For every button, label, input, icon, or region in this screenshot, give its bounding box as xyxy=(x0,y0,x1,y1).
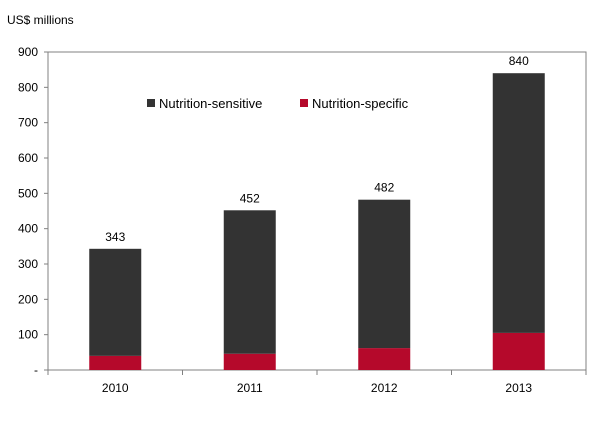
y-tick-label: 900 xyxy=(18,45,38,59)
x-tick-label: 2010 xyxy=(102,381,129,395)
legend-swatch-nutrition-specific xyxy=(300,99,308,107)
y-tick-label: 200 xyxy=(18,292,38,306)
total-label-2010: 343 xyxy=(105,230,125,244)
total-label-2011: 452 xyxy=(240,191,260,205)
bar-nutrition-specific-2013 xyxy=(492,332,545,370)
bar-nutrition-sensitive-2013 xyxy=(492,73,545,333)
bar-nutrition-sensitive-2011 xyxy=(223,210,276,354)
y-tick-label: 300 xyxy=(18,257,38,271)
bar-nutrition-specific-2012 xyxy=(358,348,411,370)
legend-label-nutrition-specific: Nutrition-specific xyxy=(312,96,409,111)
legend-swatch-nutrition-sensitive xyxy=(147,99,155,107)
bar-nutrition-sensitive-2010 xyxy=(89,248,142,356)
x-tick-label: 2012 xyxy=(371,381,398,395)
legend-label-nutrition-sensitive: Nutrition-sensitive xyxy=(159,96,262,111)
y-tick-label: 700 xyxy=(18,116,38,130)
x-tick-label: 2011 xyxy=(237,381,263,395)
total-label-2012: 482 xyxy=(374,181,394,195)
y-tick-label: 600 xyxy=(18,151,38,165)
x-tick-label: 2013 xyxy=(505,381,532,395)
y-tick-label: 500 xyxy=(18,186,38,200)
bar-nutrition-specific-2011 xyxy=(223,353,276,370)
y-tick-label: 400 xyxy=(18,222,38,236)
total-label-2013: 840 xyxy=(509,54,529,68)
y-unit-label: US$ millions xyxy=(7,13,74,27)
y-tick-label: 100 xyxy=(18,328,38,342)
y-tick-label: 800 xyxy=(18,80,38,94)
bar-nutrition-sensitive-2012 xyxy=(358,199,411,349)
y-tick-label: - xyxy=(34,363,38,377)
bar-nutrition-specific-2010 xyxy=(89,355,142,370)
